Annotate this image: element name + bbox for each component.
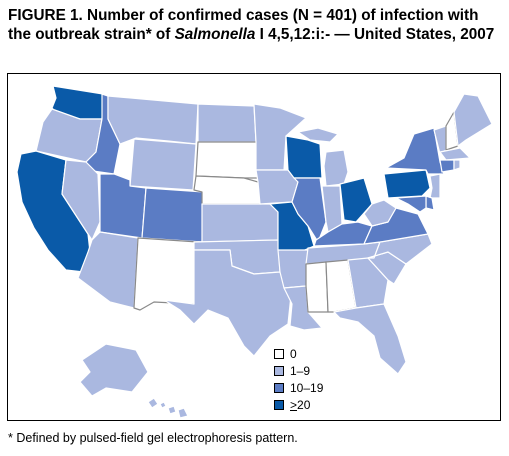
legend-item: 1–9 bbox=[274, 362, 323, 379]
state-ND bbox=[197, 103, 257, 143]
state-MS bbox=[305, 261, 329, 313]
state-NM bbox=[133, 237, 199, 311]
legend-item: 10–19 bbox=[274, 379, 323, 396]
title-organism: Salmonella bbox=[174, 26, 256, 43]
state-WV bbox=[363, 199, 397, 227]
state-ME bbox=[453, 93, 493, 147]
legend-item: >20 bbox=[274, 396, 323, 413]
state-MN bbox=[253, 103, 307, 171]
state-SD bbox=[195, 141, 259, 179]
legend-swatch bbox=[274, 348, 284, 359]
state-IL bbox=[291, 177, 327, 243]
map-frame bbox=[7, 73, 501, 421]
state-HI bbox=[147, 397, 189, 419]
state-MD bbox=[395, 195, 427, 213]
state-TX bbox=[163, 249, 293, 357]
title-prefix: FIGURE 1. Number of confirmed cases (N =… bbox=[8, 7, 479, 43]
legend-swatch bbox=[274, 399, 284, 410]
state-OH bbox=[339, 177, 373, 223]
state-AR bbox=[277, 249, 311, 289]
state-MI-upper bbox=[297, 127, 339, 143]
us-map bbox=[16, 85, 493, 419]
state-RI bbox=[453, 159, 461, 171]
state-CT bbox=[439, 159, 455, 173]
state-FL bbox=[333, 303, 407, 375]
footnote: * Defined by pulsed-field gel electropho… bbox=[8, 431, 298, 445]
state-MI bbox=[323, 149, 349, 187]
state-GA bbox=[347, 257, 389, 309]
legend-item: 0 bbox=[274, 345, 323, 362]
state-MT bbox=[107, 95, 199, 145]
map-legend: 0 1–9 10–19 >20 bbox=[274, 345, 323, 413]
state-WI bbox=[285, 135, 323, 179]
title-suffix: I 4,5,12:i:- — United States, 2007 bbox=[255, 26, 495, 43]
legend-label: 10–19 bbox=[290, 380, 324, 395]
states-layer bbox=[16, 85, 493, 419]
state-PA bbox=[383, 169, 431, 199]
state-AK bbox=[79, 343, 149, 397]
state-KY bbox=[313, 221, 373, 247]
state-NV bbox=[61, 159, 101, 241]
legend-label: 0 bbox=[290, 346, 297, 361]
state-MA bbox=[439, 147, 471, 161]
state-NJ bbox=[429, 173, 441, 199]
figure-title: FIGURE 1. Number of confirmed cases (N =… bbox=[8, 6, 503, 44]
legend-label: >20 bbox=[290, 397, 311, 412]
state-KS bbox=[201, 203, 279, 243]
legend-swatch bbox=[274, 382, 284, 393]
legend-swatch bbox=[274, 365, 284, 376]
legend-label: 1–9 bbox=[290, 363, 311, 378]
state-WY bbox=[129, 138, 197, 191]
state-CO bbox=[141, 187, 205, 243]
